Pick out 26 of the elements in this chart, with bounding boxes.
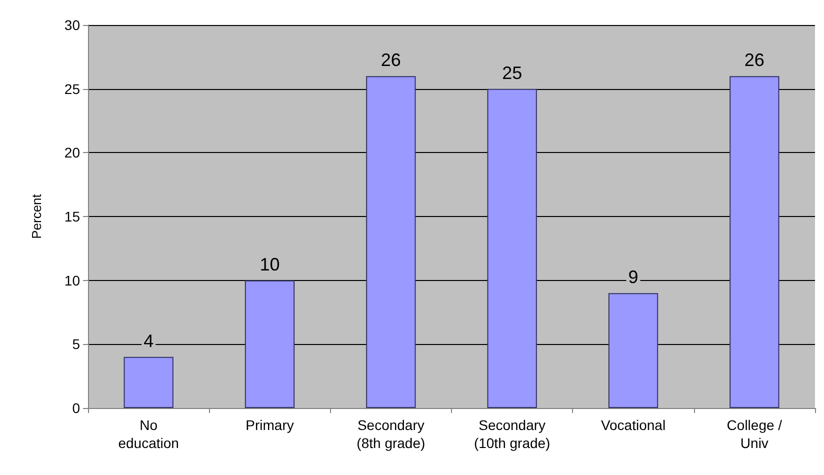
data-label: 4 [144,330,154,351]
data-label: 26 [380,50,401,70]
x-tick-label: No education [118,417,179,451]
x-tick-label: Secondary (10th grade) [474,417,550,451]
bar [244,280,295,408]
x-tick-label: Secondary (8th grade) [356,417,426,451]
data-label: 10 [260,254,280,274]
data-label: 26 [744,50,764,70]
y-tick-label: 20 [64,144,80,161]
y-tick-label: 10 [64,272,80,288]
y-tick-label: 15 [64,208,80,224]
x-tick-label: College / Univ [726,417,782,451]
y-tick-label: 5 [72,336,80,352]
y-tick-label: 30 [64,17,80,33]
y-tick-label: 25 [64,80,80,97]
data-label: 9 [628,267,638,288]
bar [124,356,174,408]
bar [608,293,658,408]
bar [366,76,416,408]
data-label: 25 [502,62,522,83]
x-tick-label: Primary [246,417,294,433]
y-axis-title: Percent [29,194,44,239]
x-tick-label: Vocational [600,417,666,433]
bar [487,88,537,408]
bar [730,76,780,408]
y-tick-label: 0 [72,400,80,416]
